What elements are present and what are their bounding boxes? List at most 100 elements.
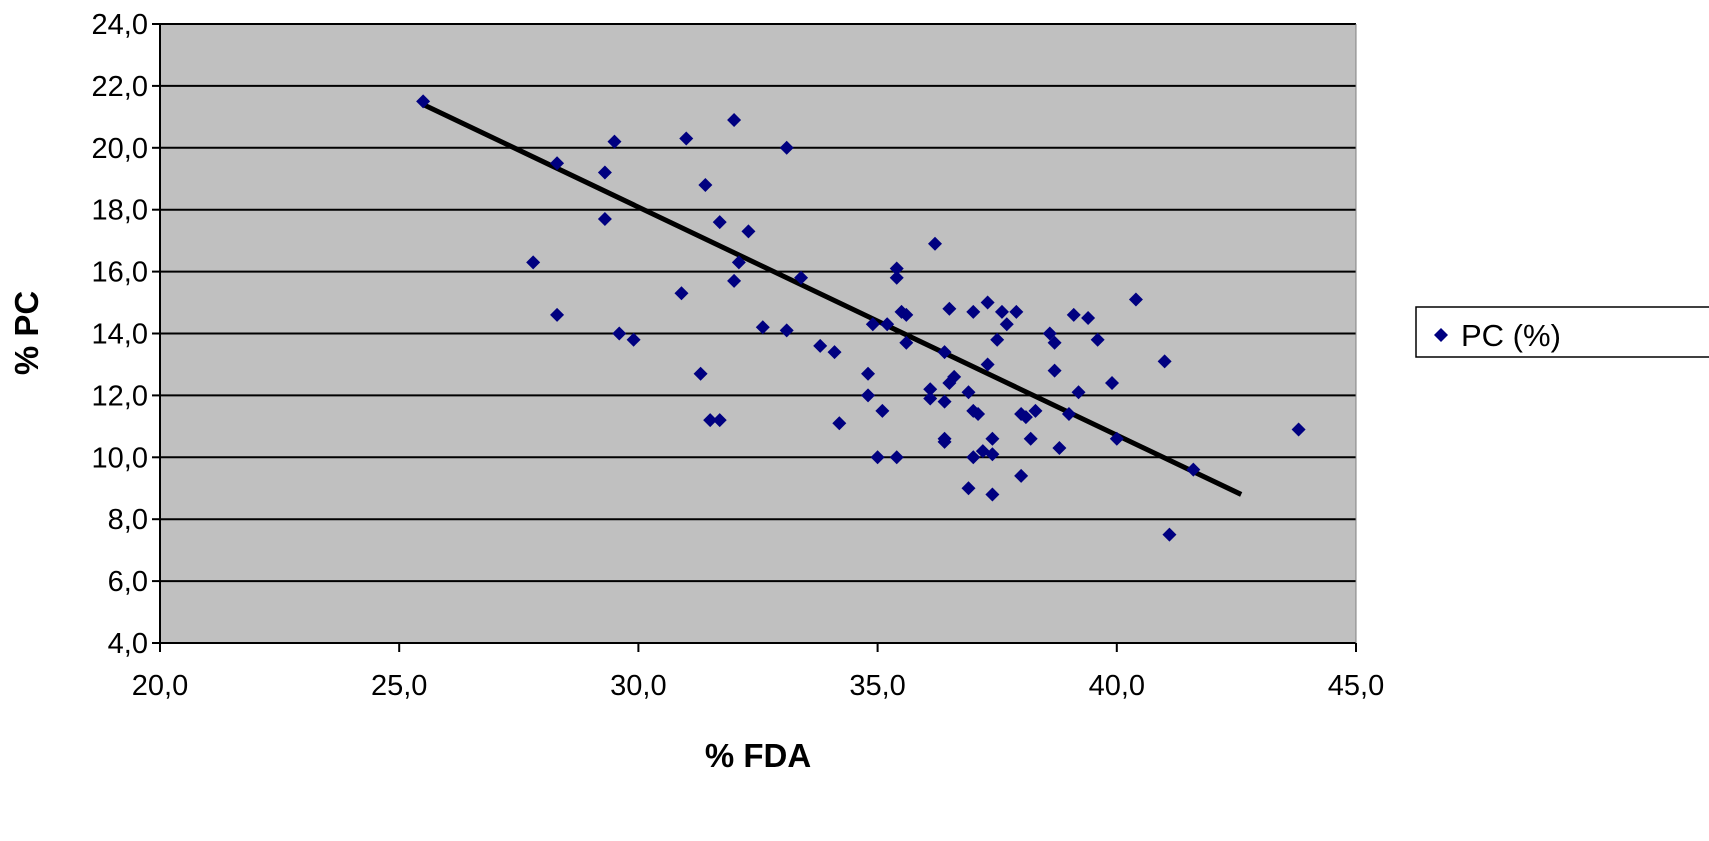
data-point: [597, 211, 612, 226]
y-tick-label: 20,0: [92, 133, 148, 165]
data-point: [971, 406, 986, 421]
data-point: [794, 270, 809, 285]
trendline: [422, 102, 1243, 497]
data-point: [1109, 431, 1124, 446]
y-tick-label: 24,0: [92, 9, 148, 41]
data-point: [966, 304, 981, 319]
data-point: [1047, 335, 1062, 350]
x-tick-label: 45,0: [1328, 670, 1384, 702]
y-tick-label: 16,0: [92, 257, 148, 289]
data-point: [999, 317, 1014, 332]
data-point: [626, 332, 641, 347]
data-point: [880, 317, 895, 332]
data-point: [961, 385, 976, 400]
data-point: [870, 450, 885, 465]
data-point: [755, 320, 770, 335]
data-point: [1071, 385, 1086, 400]
data-point: [937, 345, 952, 360]
data-point: [889, 261, 904, 276]
x-axis-title: % FDA: [705, 737, 811, 774]
data-point: [1052, 441, 1067, 456]
data-point: [597, 165, 612, 180]
data-point: [937, 434, 952, 449]
data-point: [865, 317, 880, 332]
data-point: [961, 481, 976, 496]
data-point: [899, 307, 914, 322]
x-tick-label: 40,0: [1089, 670, 1145, 702]
data-point: [612, 326, 627, 341]
legend-marker-diamond-icon: [1434, 328, 1448, 342]
data-point: [550, 307, 565, 322]
data-point: [416, 94, 431, 109]
data-point: [942, 301, 957, 316]
x-tick-label: 30,0: [610, 670, 666, 702]
x-tick-label: 20,0: [132, 670, 188, 702]
trendline-layer: [422, 102, 1243, 497]
legend: PC (%): [1415, 306, 1709, 358]
data-point: [980, 295, 995, 310]
data-point: [827, 345, 842, 360]
data-point: [1157, 354, 1172, 369]
data-point: [928, 236, 943, 251]
data-point: [698, 177, 713, 192]
data-point: [731, 255, 746, 270]
tick-labels: 4,0 6,0 8,0 10,0 12,0 14,0 16,0 18,0 20,0 22,0 24,…: [92, 9, 1385, 702]
data-point: [1081, 311, 1096, 326]
data-point: [937, 394, 952, 409]
data-point: [1047, 363, 1062, 378]
data-point: [1090, 332, 1105, 347]
gridlines: [160, 23, 1356, 583]
data-point: [861, 388, 876, 403]
data-point: [1028, 403, 1043, 418]
y-tick-label: 14,0: [92, 319, 148, 351]
data-point: [899, 335, 914, 350]
data-point: [1105, 376, 1120, 391]
data-point: [550, 156, 565, 171]
data-point: [923, 382, 938, 397]
data-point: [994, 304, 1009, 319]
data-point: [966, 450, 981, 465]
data-point: [923, 391, 938, 406]
data-point: [779, 140, 794, 155]
y-tick-label: 22,0: [92, 71, 148, 103]
data-point: [679, 131, 694, 146]
data-point: [1009, 304, 1024, 319]
data-point: [674, 286, 689, 301]
data-point: [607, 134, 622, 149]
data-point: [1014, 468, 1029, 483]
data-point: [712, 413, 727, 428]
data-point: [1018, 410, 1033, 425]
data-point: [975, 444, 990, 459]
data-point: [1186, 462, 1201, 477]
data-point: [980, 357, 995, 372]
x-tick-label: 25,0: [371, 670, 427, 702]
data-point: [985, 487, 1000, 502]
y-tick-label: 10,0: [92, 442, 148, 474]
data-point: [813, 338, 828, 353]
y-tick-label: 18,0: [92, 195, 148, 227]
data-point: [947, 369, 962, 384]
data-point: [1066, 307, 1081, 322]
y-axis-title: % PC: [8, 291, 45, 375]
data-point: [1061, 406, 1076, 421]
y-tick-label: 4,0: [108, 628, 148, 660]
data-point: [1291, 422, 1306, 437]
data-point: [526, 255, 541, 270]
legend-box: [1415, 306, 1709, 358]
data-point: [712, 215, 727, 230]
data-points: [416, 94, 1306, 542]
data-point: [861, 366, 876, 381]
axes: [152, 23, 1357, 652]
data-point: [1128, 292, 1143, 307]
data-point: [703, 413, 718, 428]
data-point: [832, 416, 847, 431]
data-point: [1162, 527, 1177, 542]
data-point: [875, 403, 890, 418]
data-point: [985, 431, 1000, 446]
data-point: [1042, 326, 1057, 341]
legend-label: PC (%): [1461, 318, 1561, 353]
data-point: [693, 366, 708, 381]
y-tick-label: 12,0: [92, 380, 148, 412]
data-point: [889, 270, 904, 285]
